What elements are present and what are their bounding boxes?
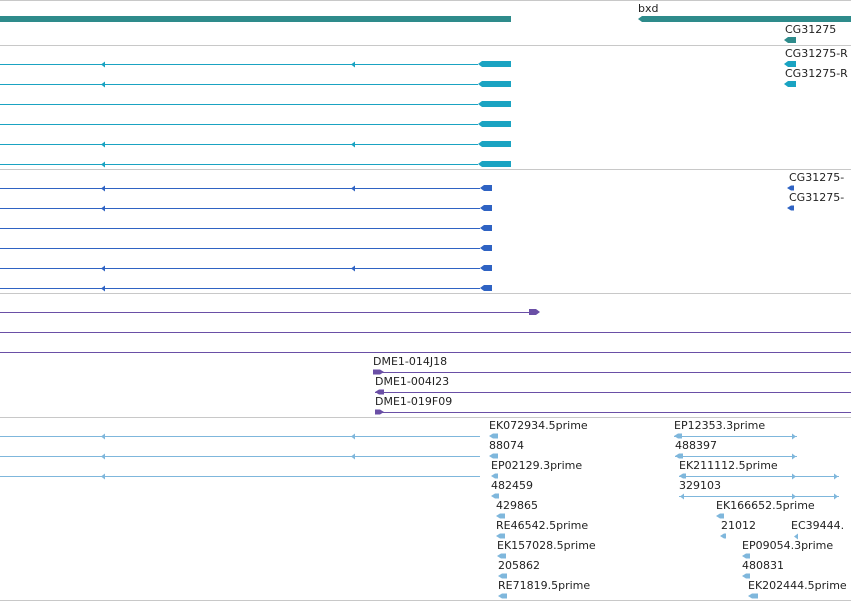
est-block[interactable] <box>748 593 758 599</box>
strand-arrow[interactable] <box>101 473 105 480</box>
strand-arrow[interactable] <box>794 533 798 540</box>
clone-label[interactable]: DME1-004I23 <box>375 375 450 388</box>
strand-arrow[interactable] <box>101 141 105 148</box>
est-block[interactable] <box>720 533 726 539</box>
est-block[interactable] <box>498 593 507 599</box>
est-block[interactable] <box>674 433 682 439</box>
transcript-exon-cg31275[interactable] <box>784 81 796 87</box>
gene-feature-cg31275[interactable] <box>784 37 796 43</box>
cds-exon[interactable] <box>480 245 492 251</box>
transcript-exon[interactable] <box>478 121 511 127</box>
strand-arrow[interactable] <box>101 185 105 192</box>
est-block[interactable] <box>489 433 498 439</box>
strand-arrow[interactable] <box>792 473 796 480</box>
est-label[interactable]: EP09054.3prime <box>742 539 834 552</box>
transcript-exon[interactable] <box>478 141 511 147</box>
strand-arrow[interactable] <box>792 493 796 500</box>
est-block[interactable] <box>491 493 499 499</box>
transcript-exon[interactable] <box>478 101 511 107</box>
est-label[interactable]: 205862 <box>498 559 540 572</box>
est-label[interactable]: EP02129.3prime <box>491 459 583 472</box>
cds-exon[interactable] <box>480 265 492 271</box>
transcript-exon[interactable] <box>478 161 511 167</box>
strand-arrow[interactable] <box>792 433 796 440</box>
est-block[interactable] <box>496 533 505 539</box>
est-label[interactable]: 88074 <box>489 439 524 452</box>
transcript-label[interactable]: CG31275-R <box>785 47 848 60</box>
strand-arrow[interactable] <box>834 493 838 500</box>
clone-start[interactable] <box>373 369 384 375</box>
strand-arrow[interactable] <box>101 61 105 68</box>
gene-feature-bxd-left[interactable] <box>0 16 511 22</box>
est-block[interactable] <box>489 453 498 459</box>
gene-feature-bxd[interactable] <box>638 16 851 22</box>
strand-arrow[interactable] <box>101 265 105 272</box>
est-label[interactable]: 329103 <box>679 479 721 492</box>
est-label[interactable]: EC39444. <box>791 519 845 532</box>
strand-arrow[interactable] <box>351 265 355 272</box>
cds-exon[interactable] <box>480 225 492 231</box>
transcript-exon-cg31275[interactable] <box>784 61 796 67</box>
clone-label[interactable]: DME1-019F09 <box>375 395 453 408</box>
cds-label[interactable]: CG31275- <box>789 191 845 204</box>
transcript-label[interactable]: CG31275-R <box>785 67 848 80</box>
est-label[interactable]: 488397 <box>675 439 717 452</box>
clone-start[interactable] <box>375 409 384 415</box>
est-label[interactable]: EK211112.5prime <box>679 459 778 472</box>
est-label[interactable]: 482459 <box>491 479 533 492</box>
clone-label[interactable]: DME1-014J18 <box>373 355 448 368</box>
est-label[interactable]: EP12353.3prime <box>674 419 766 432</box>
strand-arrow[interactable] <box>351 61 355 68</box>
est-label[interactable]: EK157028.5prime <box>497 539 596 552</box>
est-block[interactable] <box>491 473 498 479</box>
cds-exon[interactable] <box>480 285 492 291</box>
strand-arrow[interactable] <box>101 285 105 292</box>
cds-exon[interactable] <box>480 185 492 191</box>
cds-exon-cg31275[interactable] <box>787 185 794 191</box>
strand-arrow[interactable] <box>101 433 105 440</box>
est-label[interactable]: EK202444.5prime <box>748 579 847 592</box>
est-block[interactable] <box>496 513 505 519</box>
strand-arrow[interactable] <box>680 493 684 500</box>
cds-exon[interactable] <box>480 205 492 211</box>
est-label[interactable]: RE46542.5prime <box>496 519 589 532</box>
strand-arrow[interactable] <box>101 205 105 212</box>
cds-exon-cg31275[interactable] <box>787 205 794 211</box>
strand-arrow[interactable] <box>834 473 838 480</box>
strand-arrow[interactable] <box>351 185 355 192</box>
strand-arrow[interactable] <box>792 453 796 460</box>
strand-arrow[interactable] <box>351 141 355 148</box>
strand-arrow[interactable] <box>351 453 355 460</box>
clone-start[interactable] <box>375 389 384 395</box>
est-block[interactable] <box>675 453 683 459</box>
gene-label-cg31275[interactable]: CG31275 <box>785 23 837 36</box>
strand-arrow[interactable] <box>351 433 355 440</box>
transcript-exon[interactable] <box>478 81 511 87</box>
strand-arrow[interactable] <box>101 81 105 88</box>
clone-end[interactable] <box>529 309 540 315</box>
est-label[interactable]: RE71819.5prime <box>498 579 591 592</box>
est-label[interactable]: 21012 <box>721 519 756 532</box>
gene-label-bxd[interactable]: bxd <box>638 2 659 15</box>
est-block[interactable] <box>742 573 750 579</box>
transcript-exon[interactable] <box>478 61 511 67</box>
est-label[interactable]: 480831 <box>742 559 784 572</box>
cds-label[interactable]: CG31275- <box>789 171 845 184</box>
est-block[interactable] <box>742 553 750 559</box>
strand-arrow[interactable] <box>101 453 105 460</box>
est-block[interactable] <box>498 573 507 579</box>
est-label[interactable]: 429865 <box>496 499 538 512</box>
strand-arrow[interactable] <box>101 161 105 168</box>
est-label[interactable]: EK072934.5prime <box>489 419 588 432</box>
est-block[interactable] <box>679 473 686 479</box>
est-label[interactable]: EK166652.5prime <box>716 499 815 512</box>
est-block[interactable] <box>716 513 724 519</box>
est-block[interactable] <box>497 553 506 559</box>
